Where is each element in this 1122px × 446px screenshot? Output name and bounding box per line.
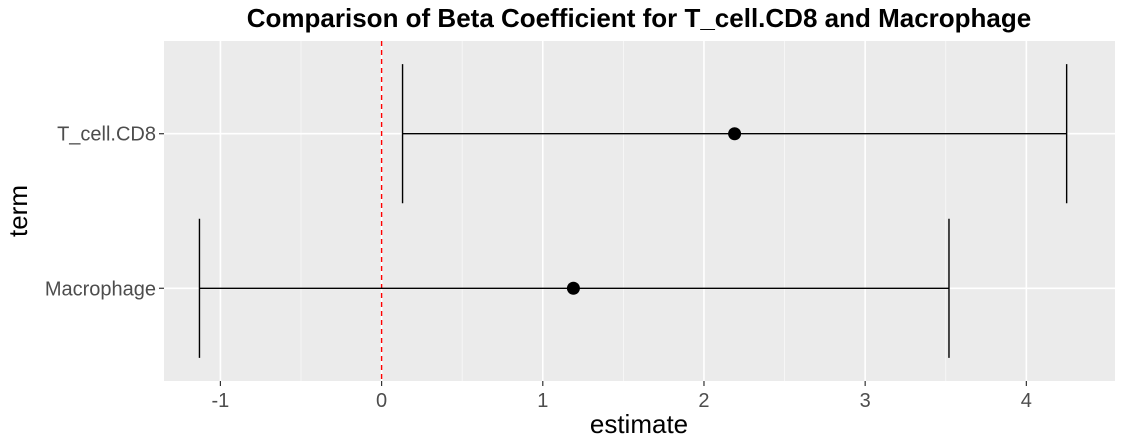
estimate-point	[728, 127, 742, 141]
point-layer	[566, 127, 742, 295]
estimate-point	[566, 281, 580, 295]
y-tick-label: T_cell.CD8	[57, 124, 156, 146]
x-tick-label: 2	[698, 390, 709, 412]
x-axis-ticks: -1 0 1 2 3 4	[212, 381, 1032, 412]
x-tick-label: 4	[1021, 390, 1032, 412]
chart-title: Comparison of Beta Coefficient for T_cel…	[247, 3, 1031, 33]
x-tick-label: 1	[537, 390, 548, 412]
grid-minor	[300, 41, 947, 381]
y-axis-title: term	[3, 185, 33, 237]
x-tick-label: -1	[212, 390, 230, 412]
plot-panel	[164, 41, 1115, 381]
x-tick-label: 0	[376, 390, 387, 412]
y-axis-ticks: T_cell.CD8 Macrophage	[45, 124, 164, 300]
y-tick-label: Macrophage	[45, 278, 156, 300]
x-axis-title: estimate	[590, 409, 688, 439]
x-tick-label: 3	[860, 390, 871, 412]
